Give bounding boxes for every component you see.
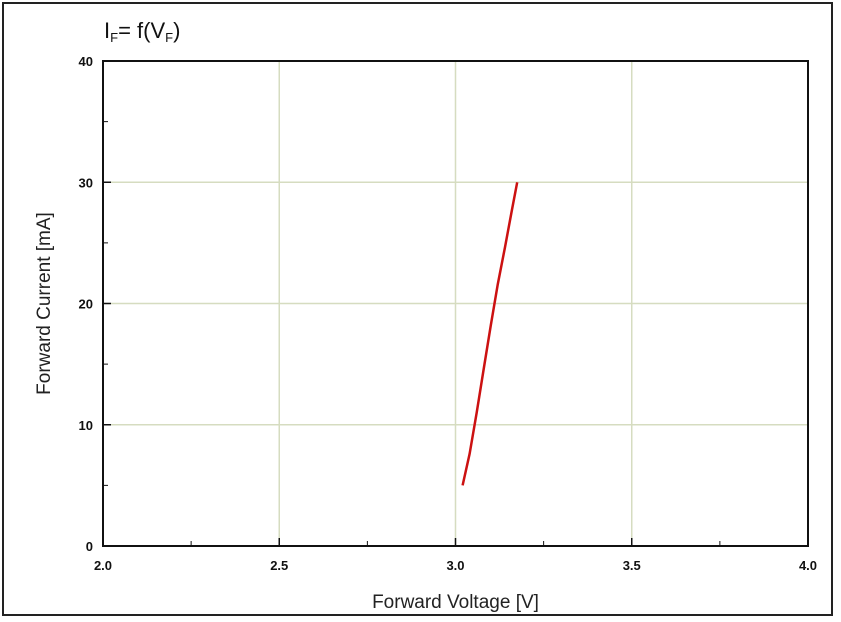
y-tick-label: 30 bbox=[79, 175, 93, 190]
y-tick-label: 10 bbox=[79, 418, 93, 433]
series-line bbox=[463, 182, 518, 485]
x-tick-label: 2.0 bbox=[94, 558, 112, 573]
y-tick-labels: 0 10 20 30 40 bbox=[79, 54, 93, 554]
x-tick-label: 3.0 bbox=[446, 558, 464, 573]
y-tick-label: 40 bbox=[79, 54, 93, 69]
y-tick-label: 20 bbox=[79, 297, 93, 312]
x-tick-label: 4.0 bbox=[799, 558, 817, 573]
x-tick-labels: 2.0 2.5 3.0 3.5 4.0 bbox=[94, 558, 817, 573]
y-axis-label: Forward Current [mA] bbox=[34, 212, 55, 395]
y-tick-label: 0 bbox=[86, 539, 93, 554]
x-axis-label: Forward Voltage [V] bbox=[372, 592, 539, 613]
x-tick-label: 3.5 bbox=[623, 558, 641, 573]
x-tick-label: 2.5 bbox=[270, 558, 288, 573]
grid-lines bbox=[103, 61, 808, 546]
